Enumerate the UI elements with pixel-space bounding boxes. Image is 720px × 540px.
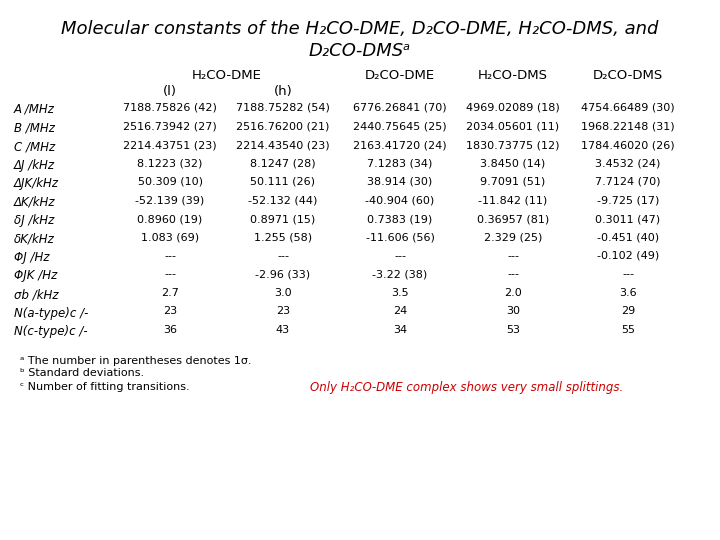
Text: 8.1223 (32): 8.1223 (32) <box>138 159 203 168</box>
Text: N(c-type)c /-: N(c-type)c /- <box>14 325 88 338</box>
Text: ᶜ Number of fitting transitions.: ᶜ Number of fitting transitions. <box>20 381 189 391</box>
Text: ᵇ Standard deviations.: ᵇ Standard deviations. <box>20 368 144 379</box>
Text: 3.0: 3.0 <box>274 288 292 298</box>
Text: 7.1283 (34): 7.1283 (34) <box>367 159 433 168</box>
Text: 2163.41720 (24): 2163.41720 (24) <box>354 140 447 150</box>
Text: 2516.76200 (21): 2516.76200 (21) <box>236 122 330 132</box>
Text: Only H₂CO-DME complex shows very small splittings.: Only H₂CO-DME complex shows very small s… <box>310 381 624 395</box>
Text: ΦJK /Hz: ΦJK /Hz <box>14 269 58 282</box>
Text: (h): (h) <box>274 85 292 98</box>
Text: C /MHz: C /MHz <box>14 140 55 153</box>
Text: 2034.05601 (11): 2034.05601 (11) <box>467 122 559 132</box>
Text: B /MHz: B /MHz <box>14 122 55 134</box>
Text: ΔJK/kHz: ΔJK/kHz <box>14 177 59 190</box>
Text: 0.8960 (19): 0.8960 (19) <box>138 214 202 224</box>
Text: 8.1247 (28): 8.1247 (28) <box>250 159 316 168</box>
Text: 0.3011 (47): 0.3011 (47) <box>595 214 660 224</box>
Text: 3.6: 3.6 <box>619 288 636 298</box>
Text: 1830.73775 (12): 1830.73775 (12) <box>467 140 559 150</box>
Text: 2.329 (25): 2.329 (25) <box>484 233 542 242</box>
Text: 23: 23 <box>163 307 177 316</box>
Text: 2214.43751 (23): 2214.43751 (23) <box>123 140 217 150</box>
Text: ΔK/kHz: ΔK/kHz <box>14 195 55 208</box>
Text: 29: 29 <box>621 307 635 316</box>
Text: 36: 36 <box>163 325 177 335</box>
Text: -52.139 (39): -52.139 (39) <box>135 195 204 206</box>
Text: 34: 34 <box>393 325 407 335</box>
Text: ΔJ /kHz: ΔJ /kHz <box>14 159 55 172</box>
Text: 1.083 (69): 1.083 (69) <box>141 233 199 242</box>
Text: H₂CO-DMS: H₂CO-DMS <box>478 69 548 82</box>
Text: 6776.26841 (70): 6776.26841 (70) <box>354 103 447 113</box>
Text: -0.451 (40): -0.451 (40) <box>597 233 659 242</box>
Text: 53: 53 <box>506 325 520 335</box>
Text: 0.7383 (19): 0.7383 (19) <box>367 214 433 224</box>
Text: ---: --- <box>164 269 176 280</box>
Text: -3.22 (38): -3.22 (38) <box>372 269 428 280</box>
Text: -11.842 (11): -11.842 (11) <box>478 195 548 206</box>
Text: 1.255 (58): 1.255 (58) <box>254 233 312 242</box>
Text: 2516.73942 (27): 2516.73942 (27) <box>123 122 217 132</box>
Text: 2440.75645 (25): 2440.75645 (25) <box>354 122 447 132</box>
Text: 24: 24 <box>393 307 407 316</box>
Text: 55: 55 <box>621 325 635 335</box>
Text: D₂CO-DMSᵃ: D₂CO-DMSᵃ <box>309 42 411 60</box>
Text: 1784.46020 (26): 1784.46020 (26) <box>581 140 675 150</box>
Text: D₂CO-DMS: D₂CO-DMS <box>593 69 663 82</box>
Text: 4754.66489 (30): 4754.66489 (30) <box>581 103 675 113</box>
Text: ---: --- <box>507 269 519 280</box>
Text: A /MHz: A /MHz <box>14 103 55 116</box>
Text: -52.132 (44): -52.132 (44) <box>248 195 318 206</box>
Text: 3.5: 3.5 <box>391 288 409 298</box>
Text: ---: --- <box>277 251 289 261</box>
Text: ---: --- <box>164 251 176 261</box>
Text: 2.0: 2.0 <box>504 288 522 298</box>
Text: 50.111 (26): 50.111 (26) <box>251 177 315 187</box>
Text: 1968.22148 (31): 1968.22148 (31) <box>581 122 675 132</box>
Text: D₂CO-DME: D₂CO-DME <box>365 69 435 82</box>
Text: ΦJ /Hz: ΦJ /Hz <box>14 251 50 264</box>
Text: -0.102 (49): -0.102 (49) <box>597 251 659 261</box>
Text: 50.309 (10): 50.309 (10) <box>138 177 202 187</box>
Text: 0.8971 (15): 0.8971 (15) <box>251 214 315 224</box>
Text: 7188.75282 (54): 7188.75282 (54) <box>236 103 330 113</box>
Text: H₂CO-DME: H₂CO-DME <box>192 69 261 82</box>
Text: σb /kHz: σb /kHz <box>14 288 58 301</box>
Text: -9.725 (17): -9.725 (17) <box>597 195 660 206</box>
Text: 7188.75826 (42): 7188.75826 (42) <box>123 103 217 113</box>
Text: (l): (l) <box>163 85 177 98</box>
Text: 3.4532 (24): 3.4532 (24) <box>595 159 661 168</box>
Text: 23: 23 <box>276 307 290 316</box>
Text: -2.96 (33): -2.96 (33) <box>256 269 310 280</box>
Text: δJ /kHz: δJ /kHz <box>14 214 54 227</box>
Text: 38.914 (30): 38.914 (30) <box>367 177 433 187</box>
Text: 4969.02089 (18): 4969.02089 (18) <box>466 103 560 113</box>
Text: ---: --- <box>394 251 406 261</box>
Text: -40.904 (60): -40.904 (60) <box>365 195 435 206</box>
Text: 2214.43540 (23): 2214.43540 (23) <box>236 140 330 150</box>
Text: ---: --- <box>507 251 519 261</box>
Text: 2.7: 2.7 <box>161 288 179 298</box>
Text: ᵃ The number in parentheses denotes 1σ.: ᵃ The number in parentheses denotes 1σ. <box>20 355 251 366</box>
Text: -11.606 (56): -11.606 (56) <box>366 233 434 242</box>
Text: δK/kHz: δK/kHz <box>14 233 55 246</box>
Text: 3.8450 (14): 3.8450 (14) <box>480 159 546 168</box>
Text: ---: --- <box>622 269 634 280</box>
Text: 0.36957 (81): 0.36957 (81) <box>477 214 549 224</box>
Text: N(a-type)c /-: N(a-type)c /- <box>14 307 89 320</box>
Text: 30: 30 <box>506 307 520 316</box>
Text: 43: 43 <box>276 325 290 335</box>
Text: 9.7091 (51): 9.7091 (51) <box>480 177 546 187</box>
Text: 7.7124 (70): 7.7124 (70) <box>595 177 661 187</box>
Text: Molecular constants of the H₂CO-DME, D₂CO-DME, H₂CO-DMS, and: Molecular constants of the H₂CO-DME, D₂C… <box>61 20 659 38</box>
